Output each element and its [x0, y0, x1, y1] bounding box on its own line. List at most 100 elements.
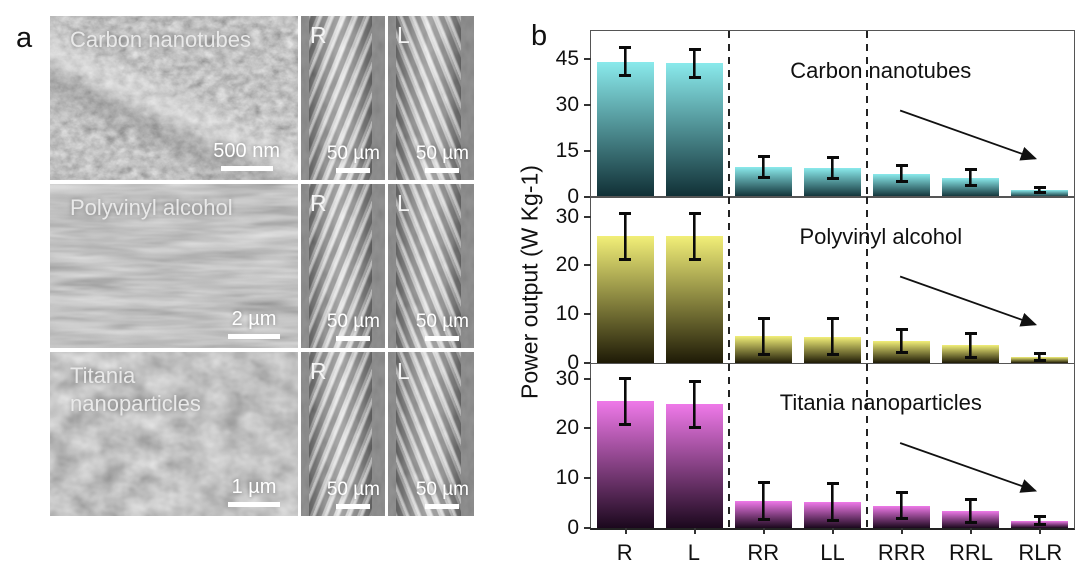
sem-image-fiber-l: L 50 µm	[388, 16, 474, 180]
y-tick-mark	[584, 477, 591, 480]
y-tick-label: 20	[555, 253, 579, 277]
error-bar	[895, 163, 908, 184]
bar-r	[596, 61, 655, 197]
x-tick-mark	[969, 528, 972, 535]
scale-bar-line	[425, 504, 460, 509]
sem-row-titania-nanoparticles: Titania nanoparticles 1 µm R 50 µm L	[50, 352, 474, 516]
plot-area: Polyvinyl alcohol	[591, 197, 1074, 363]
y-tick-mark	[584, 57, 591, 60]
scale-bar-text: 50 µm	[415, 143, 469, 164]
sem-image-fiber-l: L 50 µm	[388, 352, 474, 516]
scale-bar-text: 500 nm	[213, 140, 280, 162]
scale-bar: 50 µm	[327, 311, 380, 341]
y-tick-mark	[584, 149, 591, 152]
x-tick-label: RRL	[949, 540, 994, 565]
fiber-chirality-label: L	[397, 22, 410, 48]
scale-bar-text: 50 µm	[326, 311, 380, 332]
y-tick-label: 20	[555, 416, 579, 440]
scale-bar: 50 µm	[416, 311, 469, 341]
scale-bar-line	[336, 504, 371, 509]
group-separator-dashed-line	[866, 197, 868, 363]
scale-bar-line	[336, 168, 371, 173]
sem-texture	[50, 184, 298, 348]
fiber-chirality-label: R	[310, 22, 327, 48]
y-tick-mark	[584, 215, 591, 218]
x-tick-mark	[831, 528, 834, 535]
sem-image-titania-nanoparticles: Titania nanoparticles 1 µm	[50, 352, 298, 516]
sem-texture	[301, 184, 385, 348]
x-tick-label: LL	[820, 540, 845, 565]
group-separator-dashed-line	[728, 31, 730, 197]
scale-bar-line	[228, 334, 280, 339]
error-bar	[895, 328, 908, 354]
error-bar	[826, 155, 839, 181]
sem-texture	[50, 352, 298, 516]
scale-bar: 1 µm	[228, 476, 280, 507]
scale-bar-line	[425, 336, 460, 341]
bar-rrl	[941, 177, 1000, 197]
error-bar	[757, 316, 770, 356]
scale-bar-text: 50 µm	[415, 479, 469, 500]
sem-image-polyvinyl-alcohol: Polyvinyl alcohol 2 µm	[50, 184, 298, 348]
y-tick-label: 10	[555, 466, 579, 490]
error-bar	[895, 491, 908, 521]
sem-texture	[388, 352, 474, 516]
y-tick-label: 30	[555, 204, 579, 228]
scale-bar-line	[425, 168, 460, 173]
decreasing-trend-arrow	[899, 275, 1038, 327]
y-tick-label: 10	[555, 302, 579, 326]
decreasing-trend-arrow	[899, 109, 1038, 161]
error-bar	[619, 46, 632, 78]
scale-bar-line	[220, 166, 273, 171]
error-bar	[688, 211, 701, 261]
error-bar	[619, 211, 632, 261]
sem-texture	[301, 352, 385, 516]
x-tick-mark	[762, 528, 765, 535]
scale-bar-text: 50 µm	[415, 311, 469, 332]
group-separator-dashed-line	[866, 31, 868, 197]
error-bar	[757, 480, 770, 521]
error-bar	[757, 154, 770, 180]
sem-image-fiber-r: R 50 µm	[301, 184, 385, 348]
scale-bar: 50 µm	[416, 143, 469, 173]
scale-bar-line	[228, 502, 280, 507]
error-bar	[964, 497, 977, 524]
scale-bar: 50 µm	[327, 479, 380, 509]
error-bar	[826, 481, 839, 522]
y-tick-mark	[584, 103, 591, 106]
error-bar	[964, 331, 977, 360]
sem-image-fiber-r: R 50 µm	[301, 352, 385, 516]
sem-image-carbon-nanotubes: Carbon nanotubes 500 nm	[50, 16, 298, 180]
subplot-titania-nanoparticles: Titania nanoparticles 0 10 20 30	[556, 362, 1075, 539]
y-tick-mark	[584, 361, 591, 364]
scale-bar: 50 µm	[416, 479, 469, 509]
material-label: Carbon nanotubes	[70, 27, 252, 52]
subplot-title: Polyvinyl alcohol	[799, 224, 963, 250]
subplot-carbon-nanotubes: Carbon nanotubes 0 15 30 45	[556, 30, 1075, 208]
y-tick-label: 45	[555, 46, 579, 70]
error-bar	[826, 317, 839, 357]
x-tick-label: RLR	[1018, 540, 1063, 565]
subplot-title: Titania nanoparticles	[779, 390, 982, 416]
error-bar	[964, 168, 977, 187]
scale-bar: 50 µm	[327, 143, 380, 173]
fiber-chirality-label: L	[397, 190, 410, 216]
error-bar	[688, 47, 701, 79]
plot-area: Carbon nanotubes	[591, 31, 1074, 197]
x-tick-label: L	[687, 540, 701, 565]
scale-bar-line	[336, 336, 371, 341]
y-tick-mark	[584, 427, 591, 430]
panel-b-bar-charts: Carbon nanotubes 0 15 30 45 Polyvinyl alcoh…	[556, 30, 1075, 539]
group-separator-dashed-line	[728, 197, 730, 363]
error-bar	[1033, 186, 1046, 194]
bar-rrr	[872, 173, 931, 197]
x-tick-label: R	[616, 540, 633, 565]
sem-texture	[388, 16, 474, 180]
subplot-title: Carbon nanotubes	[790, 57, 972, 83]
error-bar	[619, 376, 632, 427]
x-tick-label: RRR	[877, 540, 926, 565]
error-bar	[688, 379, 701, 430]
y-tick-mark	[584, 313, 591, 316]
fiber-chirality-label: R	[310, 358, 327, 384]
